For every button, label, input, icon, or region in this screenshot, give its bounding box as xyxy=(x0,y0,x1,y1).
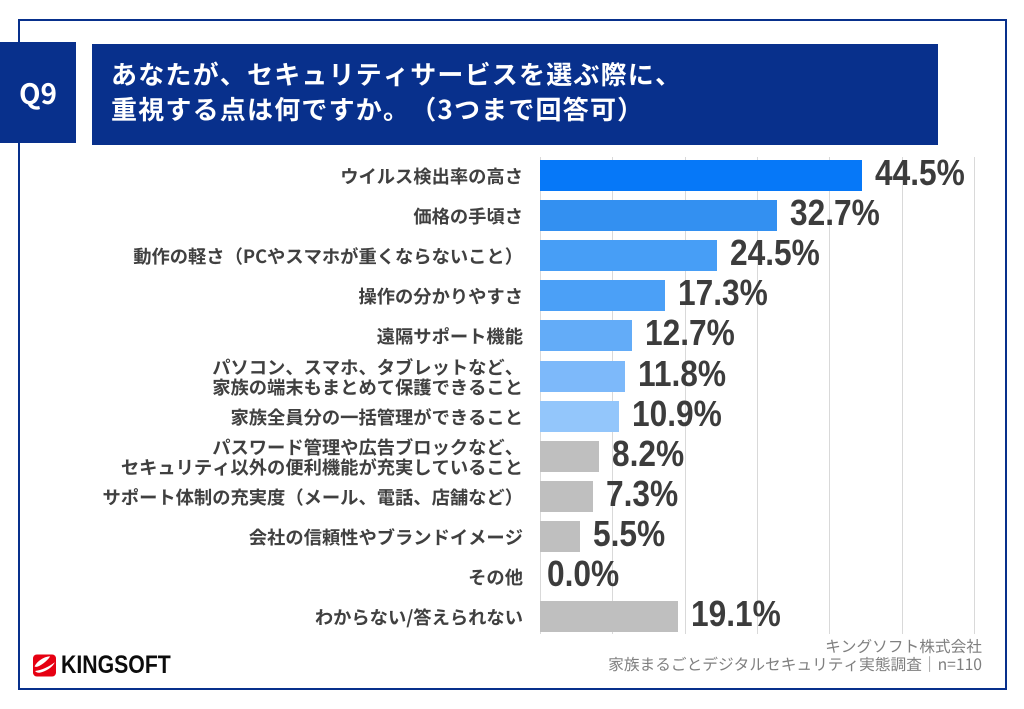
footer-logo: KINGSOFT xyxy=(33,651,190,679)
bar xyxy=(540,400,619,432)
category-label: サポート体制の充実度（メール、電話、店舗など） xyxy=(102,483,523,510)
chart-row: わからない/答えられない 19.1% xyxy=(0,593,1008,637)
gridline-20pct xyxy=(684,157,686,634)
category-label: 操作の分かりやすさ xyxy=(358,283,523,310)
category-label: わからない/答えられない xyxy=(314,604,523,631)
category-label: パソコン、スマホ、タブレットなど、 家族の端末もまとめて保護できること xyxy=(212,353,523,400)
question-title-banner: あなたが、セキュリティサービスを選ぶ際に、 重視する点は何ですか。（3つまで回答… xyxy=(92,44,938,145)
category-label: その他 xyxy=(468,564,523,591)
footer-survey-source: 家族まるごとデジタルセキュリティ実態調査｜n=110 xyxy=(608,652,982,675)
bar xyxy=(540,520,580,552)
bar xyxy=(540,601,679,633)
category-label: ウイルス検出率の高さ xyxy=(340,163,523,190)
bar xyxy=(540,440,600,472)
value-label: 10.9% xyxy=(631,392,722,434)
slide-border-frame xyxy=(18,19,1007,690)
bar xyxy=(540,200,777,232)
category-label: 会社の信頼性やブランドイメージ xyxy=(248,523,523,550)
gridline-50pct xyxy=(901,157,903,634)
chart-row: その他 0.0% xyxy=(0,553,1008,597)
value-label: 12.7% xyxy=(644,312,735,354)
chart-row: ウイルス検出率の高さ 44.5% xyxy=(0,152,1008,196)
category-label: 遠隔サポート機能 xyxy=(376,323,523,350)
value-label: 17.3% xyxy=(678,272,768,314)
value-label: 0.0% xyxy=(547,553,620,595)
bar xyxy=(540,360,626,392)
bar xyxy=(540,320,632,352)
gridline-10pct xyxy=(612,157,614,634)
question-number-text: Q9 xyxy=(18,72,58,113)
value-label: 19.1% xyxy=(691,593,781,635)
question-title-line2: 重視する点は何ですか。（3つまで回答可） xyxy=(111,89,645,127)
bar xyxy=(540,280,666,312)
kingsoft-logo-icon xyxy=(33,653,56,677)
chart-row: 操作の分かりやすさ 17.3% xyxy=(0,272,1008,316)
value-label: 8.2% xyxy=(612,432,685,474)
gridline-60pct xyxy=(973,157,975,634)
bar xyxy=(540,480,593,512)
value-label: 24.5% xyxy=(730,232,821,274)
bar xyxy=(540,160,862,192)
chart-row: 価格の手頃さ 32.7% xyxy=(0,192,1008,236)
bar xyxy=(540,240,718,272)
chart-row: 動作の軽さ（PCやスマホが重くならないこと） 24.5% xyxy=(0,232,1008,276)
question-number-badge: Q9 xyxy=(0,42,76,143)
chart-row: パスワード管理や広告ブロックなど、 セキュリティ以外の便利機能が充実していること… xyxy=(0,432,1008,480)
footer-company: キングソフト株式会社 xyxy=(825,634,982,657)
category-label: 動作の軽さ（PCやスマホが重くならないこと） xyxy=(133,243,523,270)
gridline-0pct xyxy=(540,157,541,634)
chart-row: サポート体制の充実度（メール、電話、店舗など） 7.3% xyxy=(0,472,1008,517)
value-label: 44.5% xyxy=(874,152,965,194)
value-label: 7.3% xyxy=(605,472,679,514)
footer-source: キングソフト株式会社 家族まるごとデジタルセキュリティ実態調査｜n=110 xyxy=(608,637,982,673)
category-label: 家族全員分の一括管理ができること xyxy=(230,403,524,430)
gridline-30pct xyxy=(756,157,758,634)
chart-row: 会社の信頼性やブランドイメージ 5.5% xyxy=(0,512,1008,557)
value-label: 11.8% xyxy=(638,352,727,394)
chart-row: 家族全員分の一括管理ができること 10.9% xyxy=(0,392,1008,437)
question-title-line1: あなたが、セキュリティサービスを選ぶ際に、 xyxy=(111,54,683,92)
category-label: 価格の手頃さ xyxy=(413,203,523,230)
chart-row: 遠隔サポート機能 12.7% xyxy=(0,312,1008,356)
value-label: 5.5% xyxy=(592,512,665,554)
chart-row: パソコン、スマホ、タブレットなど、 家族の端末もまとめて保護できること 11.8% xyxy=(0,352,1008,400)
value-label: 32.7% xyxy=(789,192,880,234)
gridline-40pct xyxy=(829,157,831,634)
category-label: パスワード管理や広告ブロックなど、 セキュリティ以外の便利機能が充実していること xyxy=(120,433,523,480)
kingsoft-logo-text: KINGSOFT xyxy=(61,650,171,679)
